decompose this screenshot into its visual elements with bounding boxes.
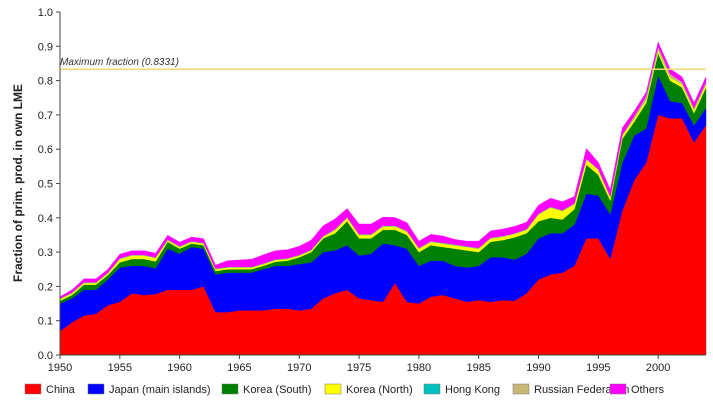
legend-swatch [609,383,627,395]
x-tick-label: 1965 [227,362,251,374]
y-tick-label: 0.7 [38,110,53,122]
area-series [59,41,707,356]
x-tick-label: 1960 [167,362,191,374]
y-axis-ticks: 0.0 0.1 0.2 0.3 0.4 0.5 0.6 0.7 0.8 0.9 1.0 [38,7,60,362]
x-tick-label: 1990 [526,362,550,374]
legend-swatch [324,383,342,395]
legend: China Japan (main islands) Korea (South) Ko… [24,383,665,396]
y-tick-label: 0.2 [38,281,53,293]
maximum-fraction-line: Maximum fraction (0.8331) [60,57,706,70]
reference-line-label: Maximum fraction (0.8331) [60,57,179,68]
legend-label: China [46,384,76,396]
legend-swatch [221,383,239,395]
y-tick-label: 0.4 [38,213,53,225]
area-others [59,41,707,299]
x-tick-label: 1955 [108,362,132,374]
legend-label: Korea (South) [243,384,311,396]
y-tick-label: 0.0 [38,350,53,362]
legend-label: Japan (main islands) [109,384,211,396]
legend-swatch [87,383,105,395]
y-tick-label: 1.0 [38,7,53,19]
y-tick-label: 0.3 [38,247,53,259]
legend-swatch [24,383,42,395]
y-axis-label: Fraction of prim. prod. in own LME [11,84,25,282]
y-tick-label: 0.5 [38,179,53,191]
legend-swatch [512,383,530,395]
legend-label: Hong Kong [445,384,500,396]
legend-label: Russian Federation [534,384,629,396]
x-tick-label: 1995 [586,362,610,374]
legend-label: Others [631,384,665,396]
x-tick-label: 1980 [407,362,431,374]
x-tick-label: 1985 [466,362,490,374]
x-tick-label: 2000 [646,362,670,374]
y-tick-label: 0.9 [38,41,53,53]
x-tick-label: 1950 [48,362,72,374]
x-axis-ticks: 1950 1955 1960 1965 1970 1975 1980 1985 1990 1995… [48,355,670,374]
legend-label: Korea (North) [346,384,413,396]
legend-swatch [423,383,441,395]
y-tick-label: 0.6 [38,144,53,156]
y-tick-label: 0.1 [38,316,53,328]
x-tick-label: 1970 [287,362,311,374]
y-tick-label: 0.8 [38,76,53,88]
x-tick-label: 1975 [347,362,371,374]
